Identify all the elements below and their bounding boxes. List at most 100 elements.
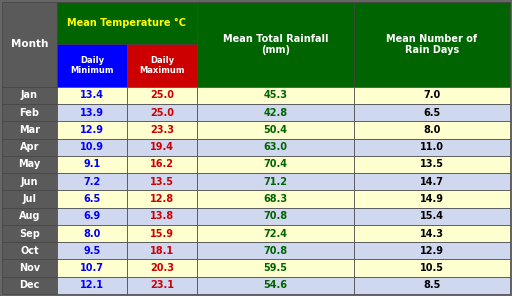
Bar bbox=[197, 260, 353, 277]
Bar bbox=[127, 156, 197, 173]
Bar bbox=[2, 139, 57, 156]
Bar bbox=[127, 44, 197, 87]
Bar bbox=[197, 277, 353, 294]
Text: Oct: Oct bbox=[20, 246, 39, 256]
Text: 18.1: 18.1 bbox=[150, 246, 174, 256]
Text: 9.5: 9.5 bbox=[83, 246, 100, 256]
Bar bbox=[2, 104, 57, 121]
Text: 63.0: 63.0 bbox=[263, 142, 287, 152]
Bar bbox=[353, 104, 510, 121]
Text: Jun: Jun bbox=[20, 177, 38, 187]
Bar bbox=[57, 121, 127, 139]
Bar bbox=[353, 242, 510, 260]
Text: May: May bbox=[18, 160, 40, 169]
Bar bbox=[2, 87, 57, 104]
Bar bbox=[353, 190, 510, 207]
Text: 25.0: 25.0 bbox=[150, 107, 174, 118]
Bar bbox=[2, 190, 57, 207]
Text: Daily
Maximum: Daily Maximum bbox=[139, 56, 185, 75]
Text: Sep: Sep bbox=[19, 229, 40, 239]
Text: 54.6: 54.6 bbox=[263, 280, 287, 290]
Bar bbox=[57, 44, 127, 87]
Bar bbox=[197, 104, 353, 121]
Text: 13.5: 13.5 bbox=[420, 160, 444, 169]
Text: 7.2: 7.2 bbox=[83, 177, 100, 187]
Bar bbox=[57, 242, 127, 260]
Bar bbox=[197, 156, 353, 173]
Bar bbox=[197, 242, 353, 260]
Text: 68.3: 68.3 bbox=[263, 194, 287, 204]
Text: 45.3: 45.3 bbox=[263, 90, 287, 100]
Text: 25.0: 25.0 bbox=[150, 90, 174, 100]
Text: 13.4: 13.4 bbox=[80, 90, 104, 100]
Text: 70.4: 70.4 bbox=[263, 160, 287, 169]
Text: 12.9: 12.9 bbox=[80, 125, 104, 135]
Bar bbox=[127, 260, 197, 277]
Bar bbox=[127, 121, 197, 139]
Bar bbox=[353, 121, 510, 139]
Text: 70.8: 70.8 bbox=[263, 211, 287, 221]
Text: Daily
Minimum: Daily Minimum bbox=[70, 56, 114, 75]
Bar bbox=[57, 260, 127, 277]
Bar bbox=[2, 260, 57, 277]
Text: Mean Temperature °C: Mean Temperature °C bbox=[68, 18, 186, 28]
Text: Apr: Apr bbox=[19, 142, 39, 152]
Bar bbox=[2, 277, 57, 294]
Text: 23.3: 23.3 bbox=[150, 125, 174, 135]
Bar bbox=[57, 173, 127, 190]
Text: 19.4: 19.4 bbox=[150, 142, 174, 152]
Text: 20.3: 20.3 bbox=[150, 263, 174, 273]
Bar bbox=[353, 207, 510, 225]
Bar bbox=[2, 207, 57, 225]
Bar bbox=[127, 225, 197, 242]
Text: 12.9: 12.9 bbox=[420, 246, 444, 256]
Bar bbox=[2, 156, 57, 173]
Text: Aug: Aug bbox=[18, 211, 40, 221]
Text: 42.8: 42.8 bbox=[263, 107, 287, 118]
Text: 14.7: 14.7 bbox=[420, 177, 444, 187]
Bar bbox=[2, 121, 57, 139]
Text: 10.9: 10.9 bbox=[80, 142, 104, 152]
Text: 16.2: 16.2 bbox=[150, 160, 174, 169]
Text: 72.4: 72.4 bbox=[263, 229, 287, 239]
Bar bbox=[197, 207, 353, 225]
Bar bbox=[197, 173, 353, 190]
Bar bbox=[57, 139, 127, 156]
Bar bbox=[353, 139, 510, 156]
Text: 15.9: 15.9 bbox=[150, 229, 174, 239]
Bar bbox=[197, 2, 353, 87]
Bar bbox=[197, 225, 353, 242]
Bar bbox=[197, 87, 353, 104]
Bar bbox=[127, 190, 197, 207]
Bar bbox=[57, 87, 127, 104]
Bar bbox=[127, 277, 197, 294]
Bar bbox=[127, 207, 197, 225]
Text: 10.5: 10.5 bbox=[420, 263, 444, 273]
Bar bbox=[353, 87, 510, 104]
Bar bbox=[127, 104, 197, 121]
Text: 71.2: 71.2 bbox=[263, 177, 287, 187]
Text: 6.5: 6.5 bbox=[423, 107, 440, 118]
Text: 23.1: 23.1 bbox=[150, 280, 174, 290]
Bar bbox=[197, 190, 353, 207]
Bar bbox=[353, 260, 510, 277]
Bar bbox=[353, 156, 510, 173]
Text: Feb: Feb bbox=[19, 107, 39, 118]
Text: 8.5: 8.5 bbox=[423, 280, 440, 290]
Text: 9.1: 9.1 bbox=[83, 160, 100, 169]
Bar bbox=[57, 156, 127, 173]
Text: 10.7: 10.7 bbox=[80, 263, 104, 273]
Text: 15.4: 15.4 bbox=[420, 211, 444, 221]
Text: 13.9: 13.9 bbox=[80, 107, 104, 118]
Text: 8.0: 8.0 bbox=[83, 229, 100, 239]
Text: 13.5: 13.5 bbox=[150, 177, 174, 187]
Text: Mar: Mar bbox=[19, 125, 40, 135]
Text: Mean Number of
Rain Days: Mean Number of Rain Days bbox=[386, 33, 477, 55]
Text: 12.8: 12.8 bbox=[150, 194, 174, 204]
Text: Jan: Jan bbox=[21, 90, 38, 100]
Bar bbox=[127, 87, 197, 104]
Bar bbox=[57, 277, 127, 294]
Bar bbox=[353, 277, 510, 294]
Bar bbox=[57, 207, 127, 225]
Text: 59.5: 59.5 bbox=[263, 263, 287, 273]
